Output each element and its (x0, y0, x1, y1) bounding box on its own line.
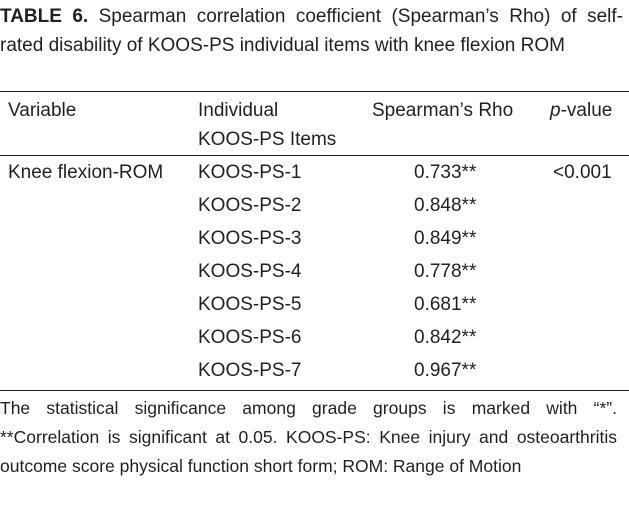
p-value-cell: <0.001 (553, 162, 612, 183)
header-p-italic: p (550, 100, 561, 121)
table-row-rho: 0.778** (414, 261, 477, 282)
table-row-item: KOOS-PS-7 (198, 360, 302, 381)
header-items-line2: KOOS-PS Items (198, 129, 337, 150)
table-label: TABLE 6. (0, 6, 89, 27)
table-row-item: KOOS-PS-1 (198, 162, 302, 183)
table-row-item: KOOS-PS-5 (198, 294, 302, 315)
table-row-item: KOOS-PS-4 (198, 261, 302, 282)
header-p-rest: -value (560, 100, 613, 121)
header-variable: Variable (8, 100, 77, 121)
table-header-rule (0, 155, 629, 156)
table-row-rho: 0.733** (414, 162, 477, 183)
table-row-rho: 0.849** (414, 228, 477, 249)
header-items-line1: Individual (198, 100, 279, 121)
table-row-rho: 0.842** (414, 327, 477, 348)
table-top-rule (0, 91, 629, 92)
header-spearman-rho: Spearman’s Rho (372, 100, 514, 121)
table-caption-text: Spearman correlation coefficient (Spearm… (0, 6, 623, 56)
header-p-value: p-value (550, 96, 612, 125)
table-row-item: KOOS-PS-3 (198, 228, 302, 249)
table-row-rho: 0.848** (414, 195, 477, 216)
table-caption: TABLE 6. Spearman correlation coefficien… (0, 2, 623, 60)
table-row-item: KOOS-PS-2 (198, 195, 302, 216)
variable-cell: Knee flexion-ROM (8, 162, 164, 183)
table-bottom-rule (0, 390, 629, 391)
table-row-item: KOOS-PS-6 (198, 327, 302, 348)
header-items: Individual KOOS-PS Items (198, 96, 336, 154)
table-row-rho: 0.967** (414, 360, 477, 381)
table-footnote: The statistical significance among grade… (0, 398, 617, 476)
table-row-rho: 0.681** (414, 294, 477, 315)
